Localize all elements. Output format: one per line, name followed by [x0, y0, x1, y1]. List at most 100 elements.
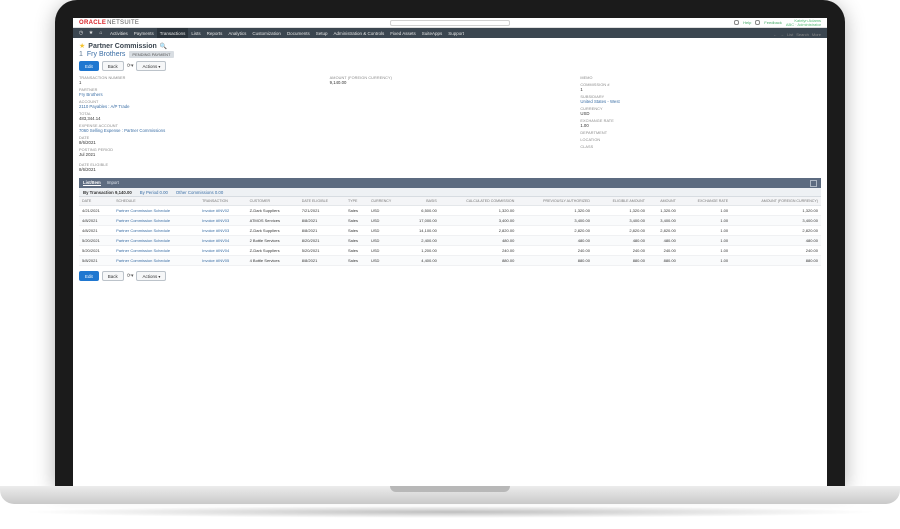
cell: 4/8/2021	[79, 216, 113, 226]
nav-item-payments[interactable]: Payments	[131, 28, 157, 38]
refresh-icon-bottom[interactable]: ⟳▾	[127, 273, 134, 279]
nav-item-setup[interactable]: Setup	[313, 28, 331, 38]
actions-menu-bottom[interactable]: Actions	[136, 271, 166, 281]
cell: Sales	[345, 246, 368, 256]
col-header[interactable]: PREVIOUSLY AUTHORIZED	[517, 197, 593, 206]
cell: 5/20/2021	[79, 246, 113, 256]
field-value: 483,344.14	[79, 116, 320, 121]
feedback-icon[interactable]	[755, 20, 760, 25]
nav-item-fixed-assets[interactable]: Fixed Assets	[387, 28, 419, 38]
col-header[interactable]: SCHEDULE	[113, 197, 199, 206]
nav-item-reports[interactable]: Reports	[204, 28, 226, 38]
subtab[interactable]: Other Commissions 0.00	[176, 190, 223, 195]
nav-item-administration-controls[interactable]: Administration & Controls	[330, 28, 387, 38]
table-row[interactable]: 5/20/2021Partner Commission ScheduleInvo…	[79, 246, 821, 256]
actions-menu[interactable]: Actions	[136, 61, 166, 71]
field-value: USD	[580, 111, 821, 116]
col-header[interactable]: AMOUNT (FOREIGN CURRENCY)	[731, 197, 821, 206]
back-button[interactable]: Back	[102, 61, 124, 71]
col-header[interactable]: ELIGIBLE AMOUNT	[593, 197, 648, 206]
nav-item-support[interactable]: Support	[445, 28, 467, 38]
help-label[interactable]: Help	[743, 20, 751, 25]
subtab[interactable]: By Transaction 9,140.00	[83, 190, 132, 195]
edit-button-bottom[interactable]: Edit	[79, 271, 99, 281]
col-header[interactable]: CALCULATED COMMISSION	[440, 197, 517, 206]
cell: Partner Commission Schedule	[113, 226, 199, 236]
feedback-label[interactable]: Feedback	[764, 20, 782, 25]
cell: Sales	[345, 236, 368, 246]
field-value[interactable]: 7060 Selling Expense : Partner Commissio…	[79, 128, 320, 133]
table-row[interactable]: 4/21/2021Partner Commission ScheduleInvo…	[79, 206, 821, 216]
nav-star-icon[interactable]: ★	[87, 29, 95, 37]
cell: USD	[368, 246, 406, 256]
cell: USD	[368, 256, 406, 266]
cell: 3,400.00	[731, 216, 821, 226]
col-header[interactable]: EXCHANGE RATE	[679, 197, 731, 206]
user-role: ABC · Administrator	[786, 23, 821, 27]
table-row[interactable]: 4/8/2021Partner Commission ScheduleInvoi…	[79, 226, 821, 236]
nav-item-activities[interactable]: Activities	[107, 28, 131, 38]
cell: USD	[368, 206, 406, 216]
title-help-icon[interactable]: 🔍	[160, 43, 167, 50]
expand-icon[interactable]	[810, 180, 817, 187]
col-header[interactable]: DATE	[79, 197, 113, 206]
user-menu[interactable]: Katelyn Adams ABC · Administrator	[786, 19, 821, 27]
table-row[interactable]: 5/20/2021Partner Commission ScheduleInvo…	[79, 236, 821, 246]
cell: 3,400.00	[440, 216, 517, 226]
col-header[interactable]: BASIS	[406, 197, 440, 206]
cell: 3,400.00	[648, 216, 679, 226]
cell: 3,400.00	[517, 216, 593, 226]
head-link[interactable]: More	[812, 32, 821, 37]
edit-button[interactable]: Edit	[79, 61, 99, 71]
cell: Z-Dark Suppliers	[247, 246, 299, 256]
field-value[interactable]: 2110 Payables : A/P Trade	[79, 104, 320, 109]
head-link[interactable]: ←	[773, 32, 777, 37]
tab-import[interactable]: Import	[107, 180, 119, 186]
cell: ATMOS Services	[247, 216, 299, 226]
col-header[interactable]: CUSTOMER	[247, 197, 299, 206]
nav-item-documents[interactable]: Documents	[284, 28, 313, 38]
cell: 4 Bottle Services	[247, 256, 299, 266]
col-header[interactable]: DATE ELIGIBLE	[299, 197, 345, 206]
nav-home-icon[interactable]: ⌂	[97, 29, 105, 37]
field-label: LOCATION	[580, 138, 821, 142]
nav-item-customization[interactable]: Customization	[249, 28, 284, 38]
cell: 5/8/2021	[79, 256, 113, 266]
favorite-star-icon[interactable]: ★	[79, 42, 85, 50]
nav-item-transactions[interactable]: Transactions	[157, 28, 189, 38]
table-row[interactable]: 4/8/2021Partner Commission ScheduleInvoi…	[79, 216, 821, 226]
nav-item-lists[interactable]: Lists	[188, 28, 203, 38]
field-value[interactable]: Fry Brothers	[79, 92, 320, 97]
col-header[interactable]: AMOUNT	[648, 197, 679, 206]
field-value: Jul 2021	[79, 152, 320, 157]
col-header[interactable]: CURRENCY	[368, 197, 406, 206]
col-header[interactable]: TRANSACTION	[199, 197, 246, 206]
cell: 1.00	[679, 216, 731, 226]
nav-item-analytics[interactable]: Analytics	[225, 28, 249, 38]
head-link[interactable]: →	[780, 32, 784, 37]
cell: 6,500.00	[406, 206, 440, 216]
head-link[interactable]: Search	[796, 32, 809, 37]
cell: Invoice #INV02	[199, 206, 246, 216]
nav-clock-icon[interactable]: ◷	[77, 29, 85, 37]
cell: 1,320.00	[517, 206, 593, 216]
field-label: MEMO	[580, 76, 821, 80]
nav-item-suiteapps[interactable]: SuiteApps	[419, 28, 446, 38]
cell: 8/8/2021	[299, 256, 345, 266]
head-link[interactable]: List	[787, 32, 793, 37]
cell: 2,400.00	[406, 236, 440, 246]
subtab[interactable]: By Period 0.00	[140, 190, 168, 195]
field-value[interactable]: United States - West	[580, 99, 821, 104]
refresh-icon[interactable]: ⟳▾	[127, 63, 134, 69]
commission-lines-table: DATESCHEDULETRANSACTIONCUSTOMERDATE ELIG…	[79, 197, 821, 266]
back-button-bottom[interactable]: Back	[102, 271, 124, 281]
cell: 880.00	[440, 256, 517, 266]
tab-listitem[interactable]: List/Item	[83, 180, 101, 186]
global-search-input[interactable]	[390, 20, 510, 26]
col-header[interactable]: TYPE	[345, 197, 368, 206]
cell: Invoice #INV05	[199, 256, 246, 266]
record-number: 1	[79, 51, 83, 58]
help-icon[interactable]	[734, 20, 739, 25]
table-row[interactable]: 5/8/2021Partner Commission ScheduleInvoi…	[79, 256, 821, 266]
cell: 880.00	[731, 256, 821, 266]
